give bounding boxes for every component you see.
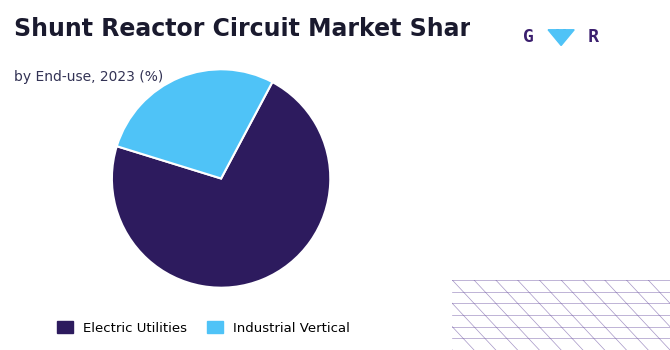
- Text: G  V  R: G V R: [523, 28, 599, 46]
- Text: $2.5B: $2.5B: [502, 147, 620, 182]
- Wedge shape: [117, 69, 273, 178]
- Text: Global Market Size,
2023: Global Market Size, 2023: [494, 212, 628, 243]
- Wedge shape: [112, 82, 330, 288]
- Text: Source:
www.grandviewresearch.com: Source: www.grandviewresearch.com: [470, 294, 665, 322]
- Text: by End-use, 2023 (%): by End-use, 2023 (%): [13, 70, 163, 84]
- Polygon shape: [548, 30, 574, 46]
- FancyBboxPatch shape: [470, 14, 653, 70]
- Text: Shunt Reactor Circuit Market Share: Shunt Reactor Circuit Market Share: [13, 18, 486, 42]
- Text: GRAND VIEW RESEARCH: GRAND VIEW RESEARCH: [505, 78, 618, 87]
- Legend: Electric Utilities, Industrial Vertical: Electric Utilities, Industrial Vertical: [52, 316, 356, 340]
